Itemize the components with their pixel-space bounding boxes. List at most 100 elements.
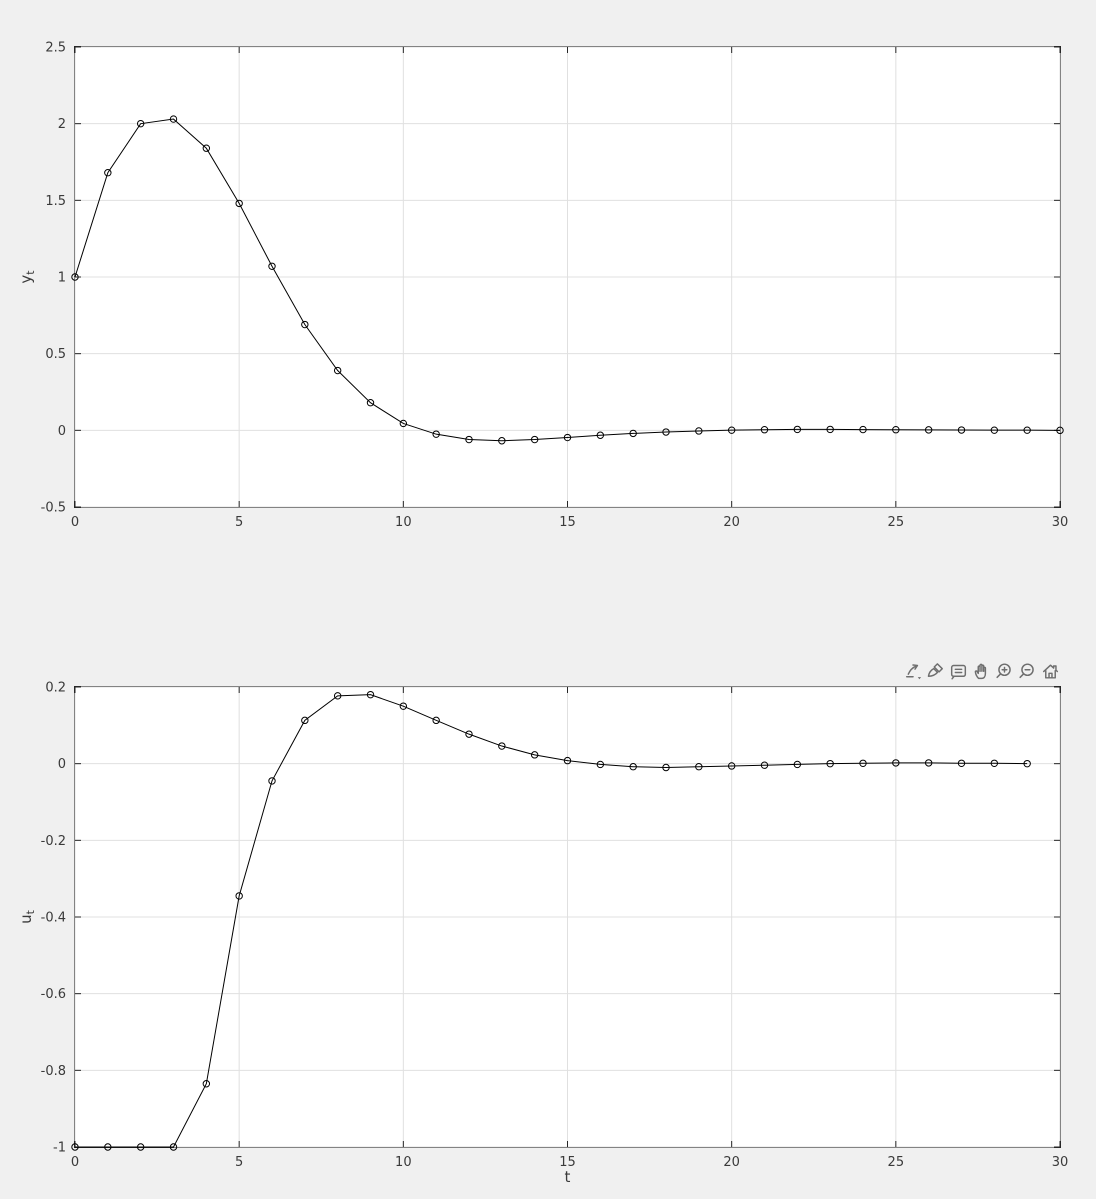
data-marker [892,759,900,767]
series-u [71,690,1031,1151]
data-marker [399,702,408,710]
datatips-icon [950,664,967,680]
data-marker [71,1143,79,1151]
zoom-out-icon [1019,663,1034,679]
svg-text:-0.2: -0.2 [41,834,66,849]
svg-text:5: 5 [235,515,243,530]
data-marker [465,730,473,738]
tick-marks [74,686,1061,1148]
datatips-button[interactable] [948,660,969,682]
svg-text:20: 20 [723,1155,740,1170]
svg-text:2: 2 [58,117,66,132]
data-marker [760,761,769,769]
data-marker [465,435,473,444]
data-marker [990,759,999,767]
data-marker [301,716,309,725]
svg-text:15: 15 [559,515,576,530]
data-marker [892,426,900,434]
data-marker [596,431,605,439]
data-marker [202,144,211,152]
output-plot-axes[interactable]: 0 5 10 15 20 25 30 -0.5 0 0.5 1 1.5 2 2.5 yt [17,41,1068,531]
svg-text:-0.4: -0.4 [41,911,66,926]
svg-text:0: 0 [58,757,66,772]
data-marker [169,115,178,123]
zoom-out-button[interactable] [1017,660,1038,682]
tick-marks [74,46,1061,508]
pan-icon [974,663,987,680]
data-marker [530,751,539,759]
svg-text:15: 15 [559,1155,576,1170]
data-marker [136,119,145,128]
svg-text:25: 25 [888,515,905,530]
svg-text:0.5: 0.5 [45,347,66,362]
svg-text:20: 20 [723,515,740,530]
input-plot-axes[interactable]: 0 5 10 15 20 25 30 -1 -0.8 -0.6 -0.4 -0.2 0 0.2 ut t [17,681,1068,1187]
svg-text:0: 0 [71,515,79,530]
data-marker [136,1143,145,1151]
data-marker [793,760,802,769]
data-marker [169,1143,178,1151]
svg-text:1: 1 [58,271,66,286]
data-marker [235,199,243,208]
data-marker [629,429,637,438]
svg-text:30: 30 [1052,1155,1069,1170]
data-marker [432,716,440,725]
data-marker [563,433,572,442]
data-marker [957,759,966,767]
data-marker [301,320,309,329]
data-marker [71,273,79,281]
data-marker [498,437,506,445]
data-marker [1056,426,1064,435]
data-marker [662,763,670,772]
data-marker [629,763,637,771]
svg-text:10: 10 [395,1155,412,1170]
home-icon [1042,664,1059,679]
x-axis-label: t [565,1168,571,1186]
data-marker [957,426,966,434]
data-marker [826,759,834,768]
data-marker [432,430,440,438]
brush-icon [927,663,943,677]
data-marker [366,399,375,407]
data-marker [333,692,342,700]
pan-button[interactable] [971,660,992,682]
data-marker [662,428,670,436]
home-button[interactable] [1040,660,1061,682]
data-marker [235,892,243,900]
data-marker [826,425,834,434]
data-marker [760,426,769,434]
export-button[interactable] [902,660,923,682]
data-marker [990,426,999,434]
series-y [71,115,1064,445]
svg-text:-0.8: -0.8 [41,1064,66,1079]
data-marker [498,742,506,750]
data-marker [530,435,539,444]
data-marker [793,425,802,434]
data-marker [268,777,276,785]
brush-button[interactable] [925,660,946,682]
data-marker [104,169,112,177]
data-marker [104,1143,112,1151]
data-marker [695,763,703,771]
data-marker [727,426,736,434]
data-marker [924,426,933,434]
data-marker [924,759,933,767]
data-marker [333,366,342,375]
svg-text:1.5: 1.5 [45,194,66,209]
data-marker [366,690,375,699]
data-marker [859,759,867,767]
tick-labels: 0 5 10 15 20 25 30 -0.5 0 0.5 1 1.5 2 2.5 [41,41,1069,531]
svg-text:10: 10 [395,515,412,530]
zoom-in-button[interactable] [994,660,1015,682]
svg-text:0.2: 0.2 [45,681,66,696]
axes-toolbar [902,660,1061,682]
data-marker [859,425,867,434]
data-marker [727,762,736,770]
data-marker [563,756,572,765]
svg-text:2.5: 2.5 [45,41,66,56]
grid-lines [74,686,1061,1148]
svg-text:0: 0 [58,424,66,439]
svg-text:0: 0 [71,1155,79,1170]
svg-text:25: 25 [888,1155,905,1170]
